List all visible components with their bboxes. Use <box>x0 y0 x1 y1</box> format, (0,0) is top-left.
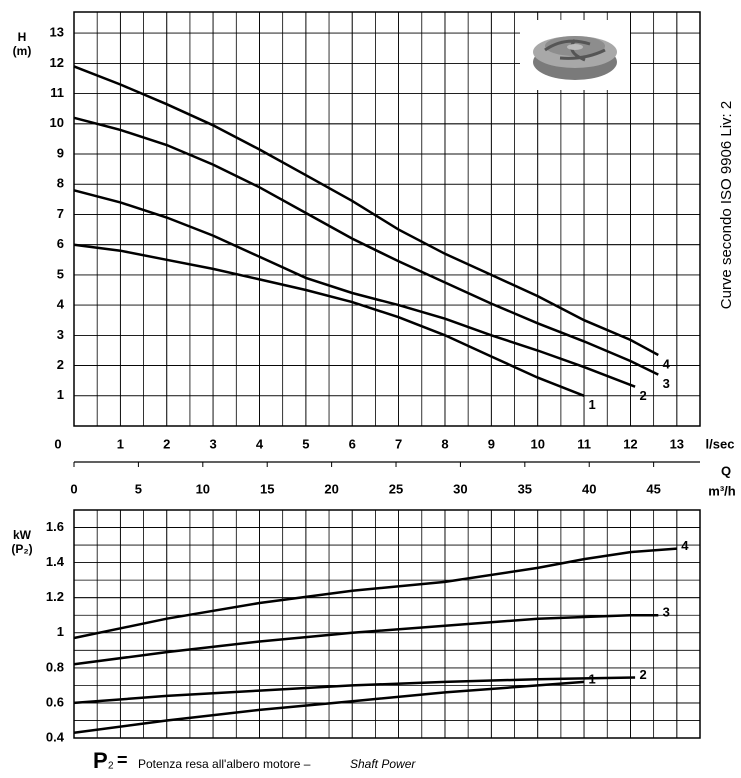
chart: 0.40.60.811.21.41.6kW(P₂)1 234 <box>11 509 701 744</box>
x-tick-label: 1 <box>117 436 124 451</box>
y-tick-label: 13 <box>50 25 64 40</box>
curve-label: 3 <box>663 376 670 391</box>
y-tick-label: 2 <box>57 357 64 372</box>
x2-axis-label: m³/h <box>708 483 736 498</box>
x-tick-label: 11 <box>577 436 591 451</box>
x-tick-label: 3 <box>209 436 216 451</box>
x2-tick-label: 15 <box>260 481 274 496</box>
footer-symbol: P <box>93 748 108 773</box>
y-tick-label: 1.2 <box>46 589 64 604</box>
y-tick-label: 1.4 <box>46 554 65 569</box>
y-tick-label: 1 <box>57 387 64 402</box>
curve-label: 4 <box>663 356 671 371</box>
footer-text: Potenza resa all'albero motore – <box>138 757 311 771</box>
x2-tick-label: 35 <box>518 481 532 496</box>
x-tick-label: 10 <box>530 436 544 451</box>
curve <box>73 116 659 376</box>
footer-subscript: 2 <box>108 761 114 772</box>
y-tick-label: 0.6 <box>46 694 64 709</box>
curve <box>73 189 636 388</box>
x-tick-label: 12 <box>623 436 637 451</box>
curve <box>73 680 585 734</box>
y-tick-label: 5 <box>57 266 64 281</box>
curve-label: 2 <box>639 388 646 403</box>
curve <box>73 613 659 666</box>
x-tick-label: 9 <box>488 436 495 451</box>
x2-tick-label: 25 <box>389 481 403 496</box>
y-axis-label: (P₂) <box>11 542 32 556</box>
y-tick-label: 3 <box>57 327 64 342</box>
x-unit: l/sec <box>706 436 735 451</box>
x-tick-label: 5 <box>302 436 309 451</box>
curve-label: 4 <box>681 538 689 553</box>
y-axis-label: (m) <box>13 44 32 58</box>
footer-equals: = <box>117 750 128 770</box>
curve-label: 3 <box>663 605 670 620</box>
curve <box>73 65 659 357</box>
y-tick-label: 0.4 <box>46 729 65 744</box>
y-tick-label: 10 <box>50 115 64 130</box>
x2-axis-label: Q <box>721 463 731 478</box>
y-tick-label: 1 <box>57 624 64 639</box>
x-tick-label: 6 <box>349 436 356 451</box>
curve <box>73 243 585 397</box>
x2-tick-label: 45 <box>646 481 660 496</box>
x2-tick-label: 10 <box>196 481 210 496</box>
y-tick-label: 1.6 <box>46 519 64 534</box>
curve <box>73 547 677 640</box>
curve-label: 1 <box>588 397 595 412</box>
x-tick-label: 0 <box>54 436 61 451</box>
x-tick-label: 7 <box>395 436 402 451</box>
footer-text-en: Shaft Power <box>350 757 416 771</box>
x2-tick-label: 30 <box>453 481 467 496</box>
x2-tick-label: 40 <box>582 481 596 496</box>
side-note: Curve secondo ISO 9906 Liv: 2 <box>718 101 735 309</box>
x-tick-label: 8 <box>441 436 448 451</box>
y-tick-label: 6 <box>57 236 64 251</box>
x-tick-label: 13 <box>670 436 684 451</box>
y-tick-label: 11 <box>50 85 64 100</box>
y-tick-label: 0.8 <box>46 659 64 674</box>
y-tick-label: 12 <box>50 55 64 70</box>
x2-tick-label: 5 <box>135 481 142 496</box>
curve-label: 2 <box>639 667 646 682</box>
y-tick-label: 9 <box>57 145 64 160</box>
y-tick-label: 8 <box>57 176 64 191</box>
y-tick-label: 4 <box>57 297 65 312</box>
x2-tick-label: 0 <box>70 481 77 496</box>
y-axis-label: H <box>18 30 27 44</box>
plot-frame <box>73 509 701 739</box>
y-tick-label: 7 <box>57 206 64 221</box>
curve <box>73 676 636 705</box>
impeller-icon <box>533 36 617 80</box>
x-tick-label: 4 <box>256 436 264 451</box>
x-tick-label: 2 <box>163 436 170 451</box>
y-axis-label: kW <box>13 528 32 542</box>
x2-tick-label: 20 <box>324 481 338 496</box>
